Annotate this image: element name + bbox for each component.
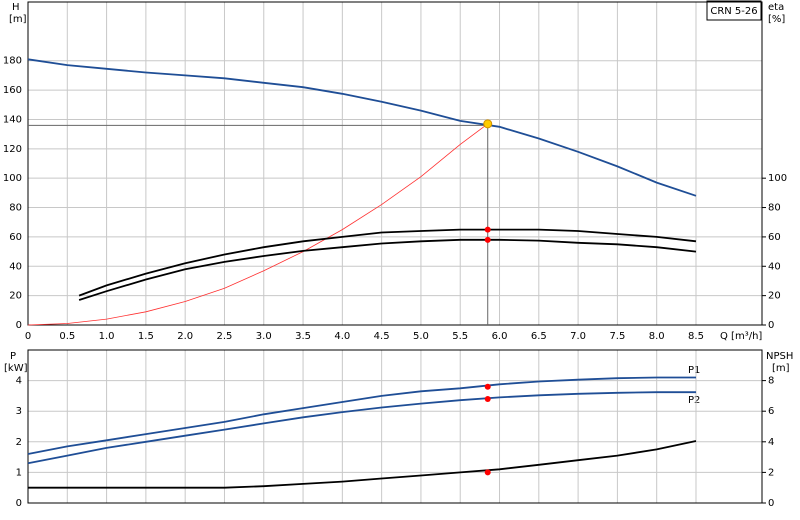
y2-tick-label: 6 — [768, 406, 774, 417]
y-tick-label: 100 — [3, 173, 22, 184]
operating-point — [484, 395, 491, 402]
curve — [27, 58, 697, 197]
title-box — [706, 0, 762, 21]
curve — [28, 440, 697, 489]
y-tick-label: 4 — [16, 376, 22, 387]
y-tick-label: 3 — [16, 406, 22, 417]
y-tick-label: 0 — [16, 320, 22, 331]
plot-frame — [27, 1, 763, 326]
x-tick-label: 1.5 — [138, 331, 154, 342]
x-tick-label: 4.5 — [374, 331, 390, 342]
y2-unit: [%] — [768, 14, 785, 25]
x-tick-label: 6.0 — [492, 331, 508, 342]
x-tick-label: 1.0 — [99, 331, 115, 342]
y-tick-label: 160 — [3, 85, 22, 96]
x-tick-label: 7.0 — [570, 331, 586, 342]
x-tick-label: 2.5 — [217, 331, 233, 342]
y-tick-label: 120 — [3, 144, 22, 155]
y-unit: [m] — [9, 14, 27, 25]
y2-unit: [m] — [772, 363, 790, 374]
curve — [27, 376, 696, 455]
y2-tick-label: 60 — [768, 232, 781, 243]
x-label: Q [m³/h] — [720, 331, 762, 342]
y2-tick-label: 2 — [768, 467, 774, 478]
x-tick-label: 3.5 — [295, 331, 311, 342]
chart-title: CRN 5-26 — [710, 6, 757, 17]
x-tick-label: 8.5 — [688, 331, 704, 342]
y-tick-label: 20 — [9, 291, 22, 302]
x-tick-label: 5.5 — [452, 331, 468, 342]
curve — [78, 228, 697, 297]
y2-tick-label: 4 — [768, 437, 774, 448]
y-tick-label: 140 — [3, 114, 22, 125]
x-tick-label: 2.0 — [177, 331, 193, 342]
legend-label: P2 — [688, 395, 700, 406]
x-tick-label: 3.0 — [256, 331, 272, 342]
y2-tick-label: 20 — [768, 291, 781, 302]
legend-label: P1 — [688, 365, 700, 376]
y-label: H — [12, 2, 20, 13]
curve — [27, 123, 488, 326]
x-tick-label: 7.5 — [609, 331, 625, 342]
operating-point — [484, 226, 491, 233]
y2-label: NPSH — [766, 351, 793, 362]
y-tick-label: 1 — [16, 467, 22, 478]
y2-tick-label: 8 — [768, 376, 774, 387]
x-tick-label: 6.5 — [531, 331, 547, 342]
plot-frame — [27, 349, 763, 504]
operating-point — [484, 236, 491, 243]
curve — [78, 238, 697, 301]
curve — [27, 391, 696, 465]
y2-tick-label: 100 — [768, 173, 787, 184]
y-tick-label: 80 — [9, 203, 22, 214]
x-tick-label: 8.0 — [649, 331, 665, 342]
y-unit: [kW] — [4, 363, 28, 374]
y2-label: eta — [768, 2, 784, 13]
y-label: P — [10, 351, 16, 362]
y-tick-label: 60 — [9, 232, 22, 243]
y2-tick-label: 0 — [768, 498, 774, 509]
operating-point — [484, 469, 491, 476]
operating-point — [484, 383, 491, 390]
x-tick-label: 0.5 — [59, 331, 75, 342]
operating-point — [483, 119, 493, 129]
x-tick-label: 4.0 — [334, 331, 350, 342]
y2-tick-label: 40 — [768, 261, 781, 272]
y2-tick-label: 80 — [768, 203, 781, 214]
y2-tick-label: 0 — [768, 320, 774, 331]
y-tick-label: 0 — [16, 498, 22, 509]
x-tick-label: 5.0 — [413, 331, 429, 342]
x-tick-label: 0 — [25, 331, 31, 342]
y-tick-label: 40 — [9, 261, 22, 272]
y-tick-label: 2 — [16, 437, 22, 448]
y-tick-label: 180 — [3, 56, 22, 67]
